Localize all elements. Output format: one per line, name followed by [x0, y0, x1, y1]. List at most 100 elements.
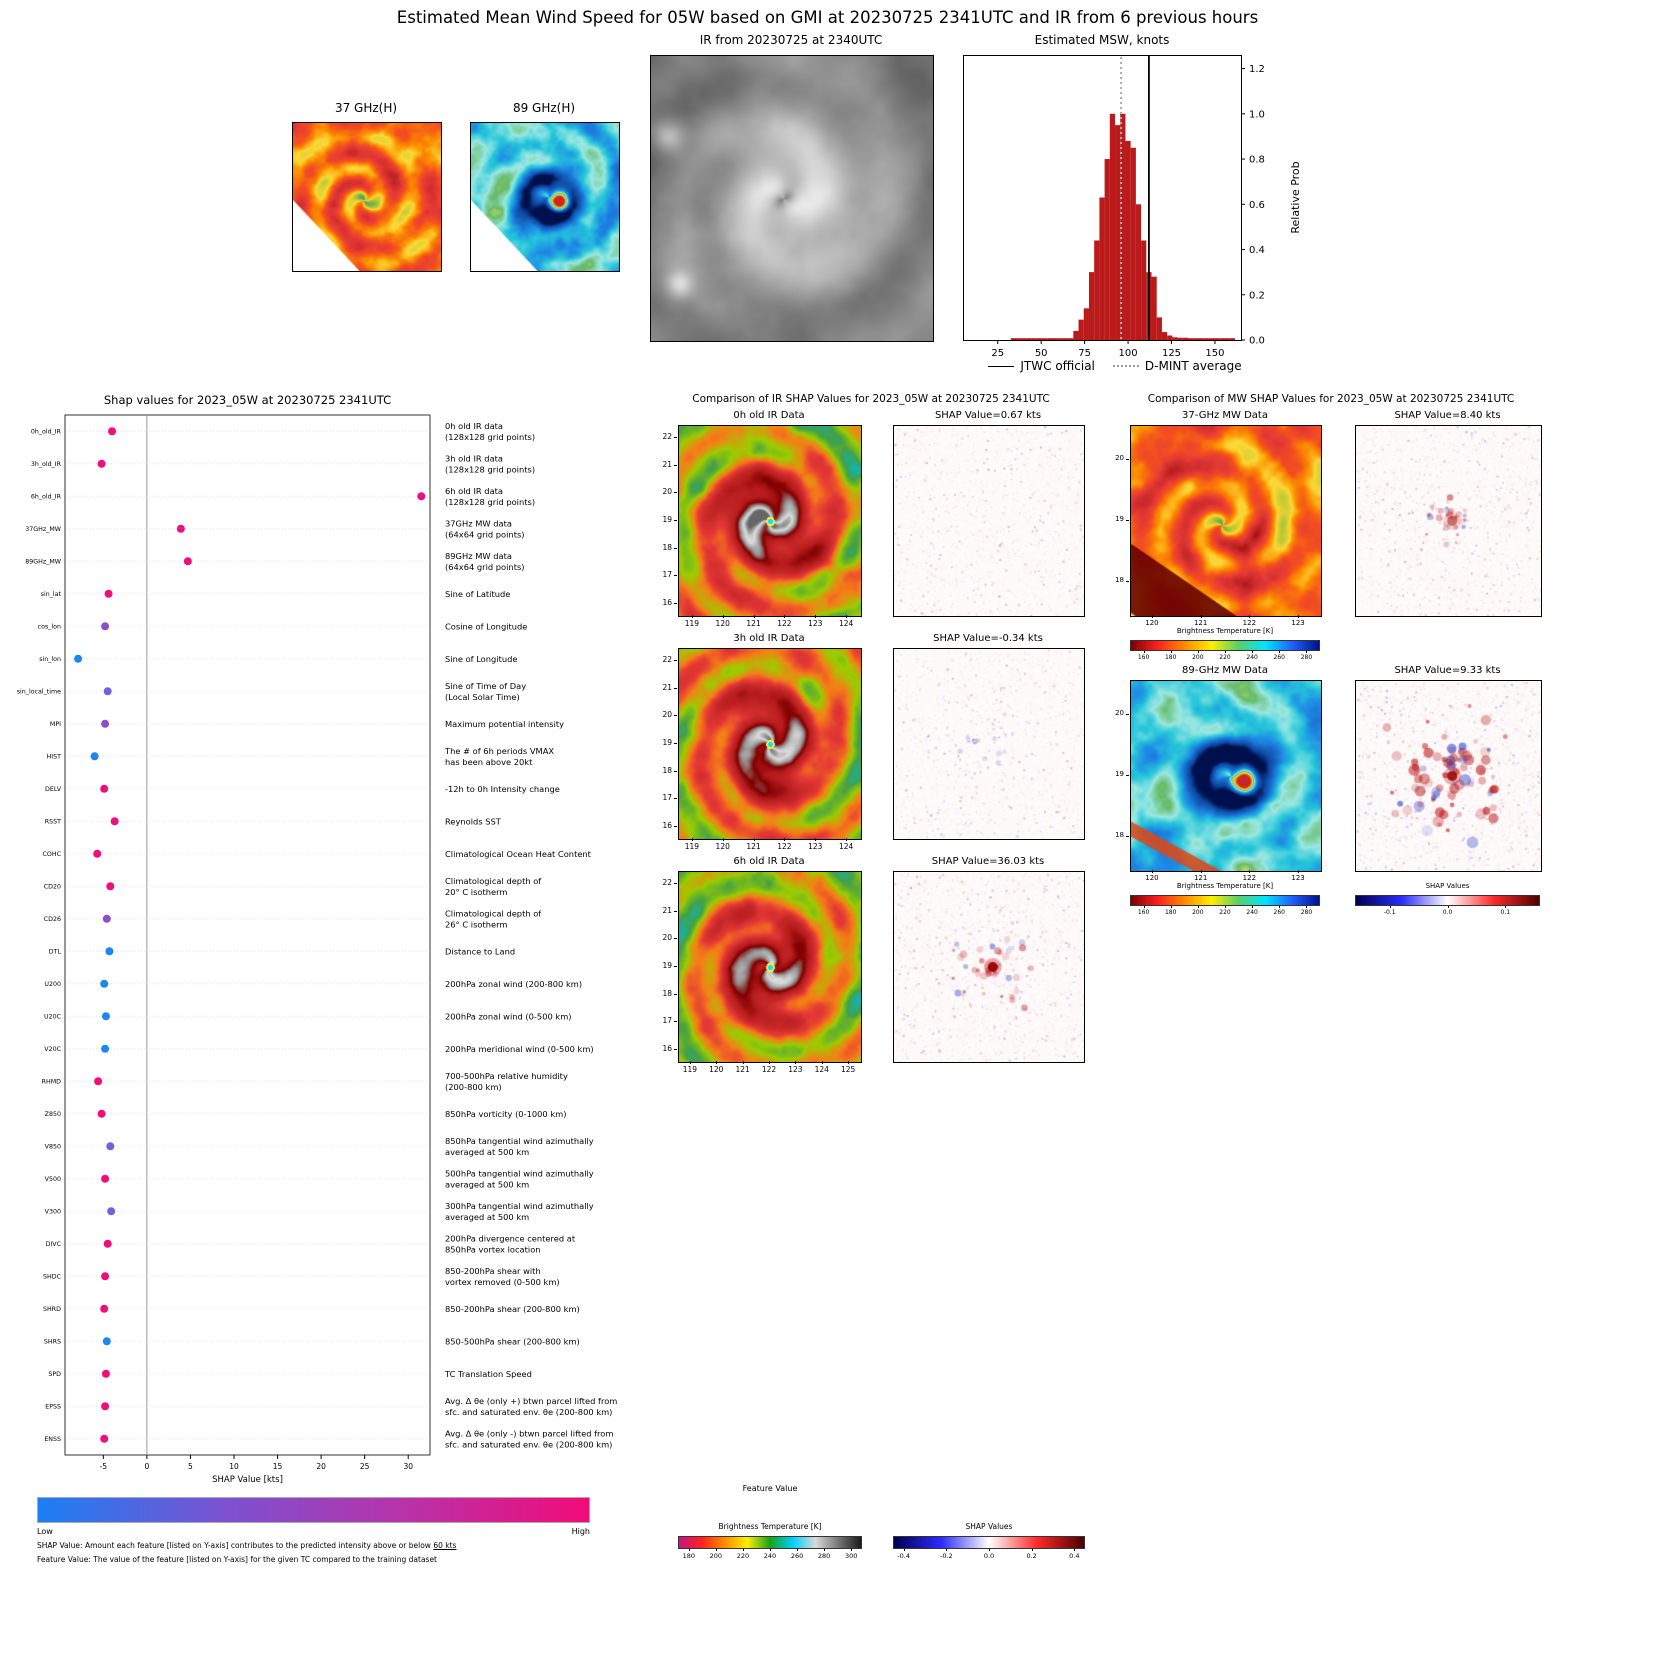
tick-mark [770, 1549, 771, 1551]
svg-text:cos_lon: cos_lon [38, 623, 61, 630]
svg-text:Sine of Latitude: Sine of Latitude [445, 589, 510, 599]
svg-text:SPD: SPD [48, 1371, 61, 1378]
tick-label: -0.2 [939, 1552, 953, 1560]
svg-text:1.0: 1.0 [1249, 109, 1265, 120]
tick-label: 260 [1273, 654, 1285, 661]
svg-text:850-500hPa shear (200-800 km): 850-500hPa shear (200-800 km) [445, 1336, 580, 1346]
tick-label: 260 [1273, 909, 1285, 916]
svg-text:37GHz_MW: 37GHz_MW [25, 526, 62, 533]
svg-text:(128x128 grid points): (128x128 grid points) [445, 497, 535, 507]
tick-mark [784, 615, 786, 618]
tick-mark [715, 1549, 717, 1551]
svg-text:0: 0 [144, 1462, 149, 1471]
tick-mark [1197, 651, 1199, 653]
ir-shap-title: SHAP Value=36.03 kts [931, 856, 1045, 867]
svg-text:(128x128 grid points): (128x128 grid points) [445, 464, 535, 474]
svg-text:200hPa divergence centered at: 200hPa divergence centered at [445, 1233, 576, 1243]
svg-text:U200: U200 [44, 981, 61, 988]
svg-text:V850: V850 [45, 1143, 61, 1150]
svg-text:-12h to 0h Intensity change: -12h to 0h Intensity change [445, 784, 560, 794]
tick-mark [1170, 906, 1172, 908]
svg-text:SHDC: SHDC [43, 1273, 62, 1280]
tick-label: -0.1 [1383, 909, 1396, 916]
tick-mark [1031, 1549, 1033, 1551]
tick-label: 240 [763, 1552, 777, 1560]
tick-mark [674, 715, 677, 717]
svg-text:75: 75 [1078, 348, 1091, 359]
svg-text:DELV: DELV [45, 786, 62, 793]
tick-mark [674, 464, 677, 466]
tick-label: 180 [1164, 654, 1177, 661]
svg-text:Climatological Ocean Heat Cont: Climatological Ocean Heat Content [445, 849, 592, 859]
mw89-small-image [470, 122, 620, 272]
tick-mark [1126, 581, 1129, 583]
svg-text:HIST: HIST [47, 753, 62, 760]
tick-label: 122 [1242, 874, 1257, 882]
tick-label: 22 [662, 432, 672, 442]
svg-text:MPI: MPI [50, 721, 61, 728]
svg-text:The # of 6h periods VMAX: The # of 6h periods VMAX [444, 746, 554, 756]
svg-text:CD26: CD26 [44, 916, 61, 923]
tick-mark [674, 910, 677, 912]
tick-mark [1505, 906, 1507, 908]
svg-text:25: 25 [360, 1462, 370, 1471]
ir-comparison-title: Comparison of IR SHAP Values for 2023_05… [692, 393, 1050, 405]
mw-shap-colorbar-label: SHAP Values [1425, 882, 1470, 890]
svg-text:700-500hPa relative humidity: 700-500hPa relative humidity [445, 1071, 568, 1081]
tick-label: 21 [662, 905, 672, 915]
ir-image-title: IR from 20230725 at 2340UTC [699, 33, 883, 47]
tick-label: 280 [1300, 654, 1313, 661]
tick-mark [1252, 906, 1254, 908]
mw-data-title: 89-GHz MW Data [1182, 665, 1268, 676]
svg-text:sfc. and saturated env. θe (20: sfc. and saturated env. θe (200-800 km) [445, 1439, 612, 1449]
mw-shap-colorbar [1355, 895, 1540, 906]
ir-data-title: 0h old IR Data [733, 410, 805, 421]
tick-label: 18 [1115, 576, 1124, 585]
svg-text:RHMD: RHMD [42, 1078, 62, 1085]
tick-label: 124 [838, 842, 854, 851]
tick-mark [674, 437, 677, 439]
svg-text:300hPa tangential wind azimuth: 300hPa tangential wind azimuthally [445, 1201, 594, 1211]
svg-text:Distance to Land: Distance to Land [445, 946, 515, 956]
svg-text:averaged at 500 km: averaged at 500 km [445, 1212, 529, 1222]
svg-text:V300: V300 [45, 1208, 61, 1215]
svg-text:3h_old_IR: 3h_old_IR [31, 461, 62, 468]
tick-label: 160 [1137, 654, 1150, 661]
tick-mark [691, 615, 693, 618]
svg-text:Relative Prob: Relative Prob [1289, 161, 1302, 233]
ir-data-image [678, 425, 862, 617]
tick-label: 123 [808, 619, 823, 628]
tick-mark [784, 838, 786, 841]
tick-mark [1225, 651, 1226, 653]
mw37-small-image [292, 122, 442, 272]
svg-text:125: 125 [1162, 348, 1181, 359]
tick-mark [689, 1061, 691, 1064]
tick-mark [769, 1061, 770, 1064]
tick-mark [851, 1549, 853, 1551]
svg-text:0.0: 0.0 [1249, 336, 1265, 347]
tick-mark [1151, 615, 1153, 618]
svg-text:Sine of Time of Day: Sine of Time of Day [445, 681, 526, 691]
svg-text:0h_old_IR: 0h_old_IR [31, 428, 62, 435]
ir-shap-image [893, 871, 1085, 1063]
tick-label: 120 [715, 842, 730, 851]
tick-label: 123 [1291, 874, 1305, 882]
tick-mark [846, 838, 848, 841]
tick-label: 22 [662, 878, 672, 888]
histogram-legend: JTWC official D-MINT average [930, 359, 1300, 373]
tick-mark [1249, 870, 1251, 873]
mw-data-image [1130, 425, 1322, 617]
ir-shap-title: SHAP Value=0.67 kts [934, 410, 1042, 421]
tick-mark [1225, 906, 1226, 908]
svg-text:10: 10 [229, 1462, 239, 1471]
tick-label: 0.0 [1442, 909, 1453, 916]
tick-label: 19 [662, 738, 672, 747]
tick-mark [1200, 615, 1202, 618]
tick-mark [722, 615, 724, 618]
tick-mark [674, 770, 677, 772]
tick-mark [674, 520, 677, 521]
tick-label: 119 [682, 1065, 698, 1074]
ir-shap-colorbar-label: SHAP Values [965, 1522, 1013, 1531]
svg-text:30: 30 [403, 1462, 413, 1471]
tick-label: 120 [1145, 619, 1159, 627]
